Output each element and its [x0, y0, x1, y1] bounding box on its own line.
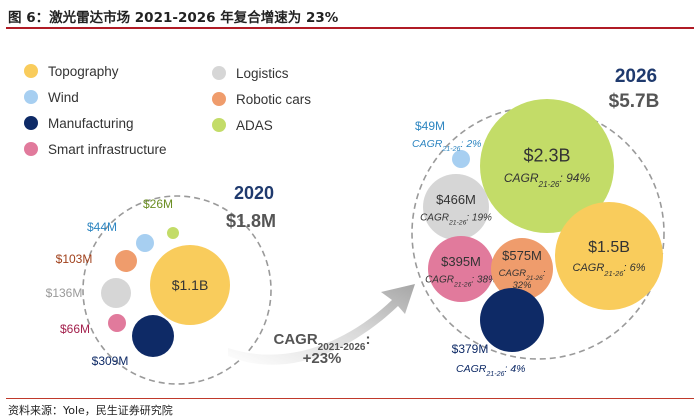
legend-label-robotic-cars: Robotic cars — [236, 92, 311, 107]
market-2020-value-robotic-cars: $103M — [56, 252, 93, 266]
legend-swatch-smart-infrastructure — [24, 142, 38, 156]
market-2026-cagr-smart-infrastructure: CAGR21-26: 38% — [425, 275, 497, 289]
market-2020-year-label: 2020 — [234, 183, 274, 203]
market-2020-bubble-wind — [136, 234, 154, 252]
market-2026-value-wind: $49M — [415, 119, 445, 133]
legend-swatch-robotic-cars — [212, 92, 226, 106]
legend-label-smart-infrastructure: Smart infrastructure — [48, 142, 167, 157]
growth-arrow — [228, 284, 415, 365]
legend-label-adas: ADAS — [236, 118, 273, 133]
legend-label-wind: Wind — [48, 90, 79, 105]
legend: Topography Wind Manufacturing Smart infr… — [24, 64, 311, 157]
legend-label-manufacturing: Manufacturing — [48, 116, 134, 131]
market-2020-value-wind: $44M — [87, 220, 117, 234]
source-note: 资料来源：Yole，民生证券研究院 — [8, 404, 173, 417]
market-2020-bubble-robotic-cars — [115, 250, 137, 272]
market-2026-bubble-robotic-cars — [491, 238, 553, 300]
market-2026-cagr-logistics: CAGR21-26: 19% — [420, 213, 492, 227]
legend-swatch-wind — [24, 90, 38, 104]
market-2026-total-label: $5.7B — [609, 91, 660, 112]
bubble-layer: 2020 $1.8M $1.1B $26M $44M $103M $136M $66M $309… — [46, 66, 663, 378]
overall-cagr-value: +23% — [303, 350, 342, 367]
market-2026-bubble-logistics — [423, 174, 489, 240]
market-2020-value-smart-infrastructure: $66M — [60, 322, 90, 336]
market-2020-value-adas: $26M — [143, 197, 173, 211]
market-2020-enclosure — [82, 195, 272, 385]
overall-cagr-label: CAGR2021-2026: — [274, 331, 371, 353]
market-2026-cagr-value-robotic-cars: 32% — [512, 280, 532, 291]
market-2026-cagr-robotic-cars: CAGR21-26: — [499, 268, 546, 282]
market-2020-bubble-logistics — [101, 278, 131, 308]
legend-swatch-manufacturing — [24, 116, 38, 130]
market-2026-value-topography: $1.5B — [588, 239, 630, 256]
legend-item-smart-infrastructure: Smart infrastructure — [24, 142, 167, 157]
market-2026-cagr-manufacturing: CAGR21-26: 4% — [456, 363, 526, 378]
market-2020-value-manufacturing: $309M — [92, 354, 129, 368]
market-2026-value-logistics: $466M — [436, 192, 476, 207]
market-2026-bubble-topography — [555, 202, 663, 310]
legend-item-logistics: Logistics — [212, 66, 289, 81]
legend-label-topography: Topography — [48, 64, 119, 79]
market-2020-value-topography: $1.1B — [172, 277, 209, 293]
lidar-market-bubble-chart: Topography Wind Manufacturing Smart infr… — [24, 64, 665, 385]
market-2026-value-manufacturing: $379M — [452, 342, 489, 356]
legend-label-logistics: Logistics — [236, 66, 289, 81]
legend-item-adas: ADAS — [212, 118, 273, 133]
market-2020-value-logistics: $136M — [46, 286, 83, 300]
market-2020-bubble-adas — [167, 227, 179, 239]
legend-swatch-logistics — [212, 66, 226, 80]
market-2026-bubble-adas — [480, 99, 614, 233]
market-2026-value-robotic-cars: $575M — [502, 248, 542, 263]
market-2026-cagr-adas: CAGR21-26: 94% — [504, 171, 591, 189]
market-2020-total-label: $1.8M — [226, 211, 276, 231]
figure-title: 图 6：激光雷达市场 2021-2026 年复合增速为 23% — [8, 10, 339, 26]
market-2026-cagr-wind: CAGR21-26: 2% — [412, 138, 482, 153]
legend-item-wind: Wind — [24, 90, 79, 105]
market-2020-bubble-manufacturing — [132, 315, 174, 357]
legend-item-manufacturing: Manufacturing — [24, 116, 134, 131]
legend-swatch-topography — [24, 64, 38, 78]
market-2020-bubble-smart-infrastructure — [108, 314, 126, 332]
market-2026-year-label: 2026 — [615, 66, 657, 87]
legend-item-topography: Topography — [24, 64, 119, 79]
legend-item-robotic-cars: Robotic cars — [212, 92, 311, 107]
source-divider — [6, 398, 694, 399]
market-2026-bubble-manufacturing — [480, 288, 544, 352]
market-2026-bubble-smart-infrastructure — [428, 236, 494, 302]
market-2020-bubble-topography — [150, 245, 230, 325]
title-divider — [6, 27, 694, 29]
legend-swatch-adas — [212, 118, 226, 132]
market-2026-value-adas: $2.3B — [523, 146, 570, 166]
market-2026-cagr-topography: CAGR21-26: 6% — [573, 262, 646, 278]
market-2026-bubble-wind — [452, 150, 470, 168]
market-2026-value-smart-infrastructure: $395M — [441, 254, 481, 269]
